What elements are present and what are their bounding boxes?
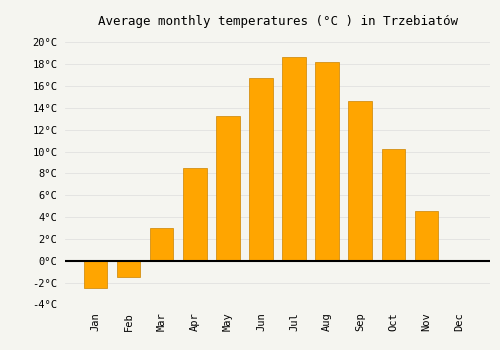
Bar	[184, 168, 206, 261]
Title: Average monthly temperatures (°C ) in Trzebiatów: Average monthly temperatures (°C ) in Tr…	[98, 15, 458, 28]
Bar	[348, 102, 372, 261]
Bar	[414, 211, 438, 261]
Bar	[250, 78, 272, 261]
Bar	[84, 261, 108, 288]
Bar	[382, 149, 404, 261]
Bar	[118, 261, 141, 277]
Bar	[150, 228, 174, 261]
Bar	[316, 62, 338, 261]
Bar	[282, 57, 306, 261]
Bar	[216, 116, 240, 261]
